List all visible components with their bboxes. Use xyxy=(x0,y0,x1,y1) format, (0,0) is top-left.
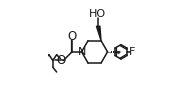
Text: HO: HO xyxy=(89,9,106,19)
Text: N: N xyxy=(77,47,86,57)
Text: F: F xyxy=(129,47,135,57)
Text: O: O xyxy=(57,54,66,67)
Text: O: O xyxy=(67,30,77,43)
Polygon shape xyxy=(96,26,101,41)
